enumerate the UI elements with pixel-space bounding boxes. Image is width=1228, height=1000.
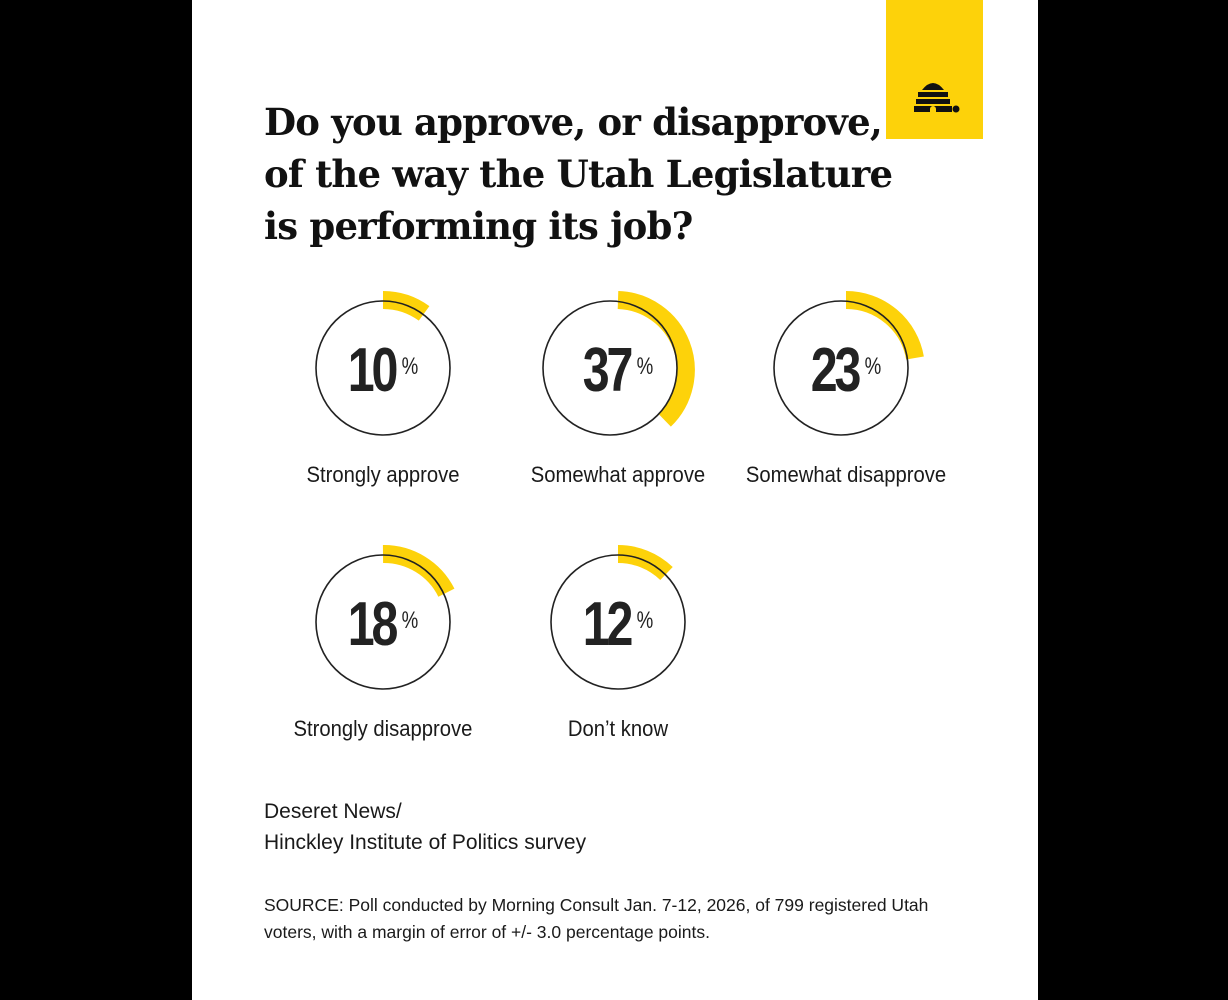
chart-title: Do you approve, or disapprove, of the wa… [264,100,893,248]
stat-label: Somewhat disapprove [745,462,947,487]
stat-somewhat-disapprove: 23% Somewhat disapprove [731,286,961,496]
progress-ring [503,286,733,456]
brand-logo-box [886,0,983,139]
stat-label: Strongly approve [306,462,460,487]
stat-strongly-approve: 10% Strongly approve [268,286,498,496]
survey-credit: Deseret News/ Hinckley Institute of Poli… [264,796,586,858]
stat-somewhat-approve: 37% Somewhat approve [503,286,733,496]
stat-value: 12% [582,590,654,659]
stat-label: Somewhat approve [530,462,706,487]
progress-ring [268,286,498,456]
credit-line-2: Hinckley Institute of Politics survey [264,831,587,854]
stat-strongly-disapprove: 18% Strongly disapprove [268,540,498,750]
beehive-icon [914,83,960,113]
infographic-card: Do you approve, or disapprove, of the wa… [192,0,1038,1000]
stat-dont-know: 12% Don’t know [503,540,733,750]
progress-ring [268,540,498,710]
stat-label: Don’t know [567,716,669,741]
stat-label: Strongly disapprove [293,716,473,741]
stat-value: 23% [810,336,882,405]
source-note: SOURCE: Poll conducted by Morning Consul… [264,895,929,942]
progress-ring [731,286,961,456]
credit-line-1: Deseret News/ [264,800,402,823]
stat-value: 10% [347,336,419,405]
stat-value: 37% [582,336,654,405]
stat-value: 18% [347,590,419,659]
progress-ring [503,540,733,710]
